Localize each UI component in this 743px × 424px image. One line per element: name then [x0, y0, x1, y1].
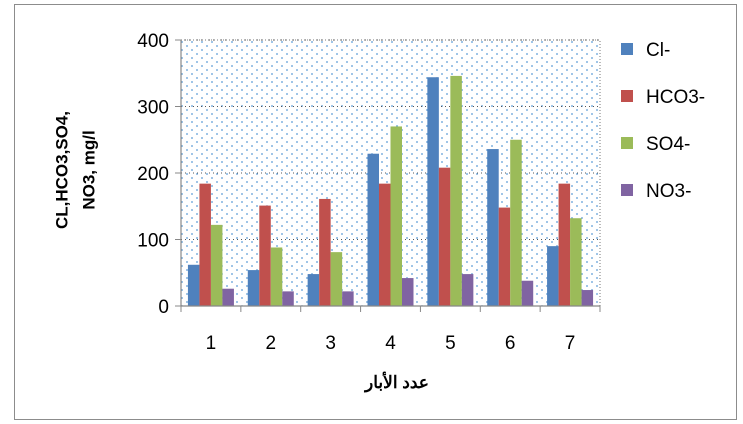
bar-cl-2 — [247, 270, 260, 306]
bar-cl-1 — [187, 264, 200, 306]
bar-no3-6 — [521, 280, 534, 306]
y-tick-label: 200 — [137, 164, 169, 185]
y-tick-label: 400 — [137, 31, 169, 52]
x-tick-label: 5 — [445, 333, 456, 354]
bar-no3-5 — [461, 274, 474, 306]
x-tick-label: 7 — [565, 333, 576, 354]
bar-no3-4 — [402, 278, 414, 306]
bar-so4-6 — [510, 139, 522, 306]
bar-so4-7 — [570, 218, 582, 306]
bar-so4-2 — [270, 247, 283, 306]
bar-hco3-5 — [438, 167, 451, 306]
x-tick-label: 4 — [385, 333, 396, 354]
x-tick-label: 2 — [265, 333, 276, 354]
legend-swatch — [621, 137, 633, 149]
x-tick-labels: 1 2 3 4 5 6 7 — [206, 333, 576, 354]
legend-label: NO3- — [646, 181, 691, 202]
y-axis-title: CL,HCO3,SO4, NO3, mg/l — [53, 111, 99, 229]
legend-label: Cl- — [646, 40, 670, 61]
bar-cl-7 — [547, 246, 559, 306]
bar-cl-5 — [427, 77, 439, 307]
bar-cl-4 — [367, 153, 379, 306]
bar-no3-2 — [282, 291, 294, 306]
y-axis-title-line: CL,HCO3,SO4, — [53, 111, 72, 229]
x-tick-label: 3 — [325, 333, 336, 354]
bar-so4-4 — [390, 126, 402, 306]
bar-hco3-6 — [498, 207, 511, 306]
y-tick-label: 300 — [137, 98, 169, 119]
bars — [187, 75, 594, 307]
legend-swatch — [621, 184, 633, 196]
axes — [175, 39, 601, 312]
bar-so4-1 — [210, 224, 223, 306]
bar-hco3-1 — [199, 183, 211, 306]
bar-so4-3 — [330, 252, 343, 306]
legend-swatch — [621, 90, 633, 102]
legend-label: SO4- — [646, 134, 690, 155]
y-tick-labels: 0 100 200 300 400 — [137, 31, 169, 318]
y-tick-label: 100 — [137, 231, 169, 252]
legend-swatch — [621, 43, 633, 55]
bar-no3-3 — [342, 291, 354, 306]
bar-hco3-7 — [558, 183, 571, 306]
bar-hco3-3 — [319, 198, 331, 306]
bar-hco3-4 — [379, 183, 391, 306]
bar-cl-6 — [487, 149, 499, 306]
y-axis-title-line: NO3, mg/l — [80, 130, 99, 209]
legend: Cl- HCO3- SO4- NO3- — [621, 40, 705, 202]
bar-hco3-2 — [259, 205, 271, 306]
x-axis-title: عدد الأبار — [363, 371, 429, 393]
bar-cl-3 — [307, 274, 320, 306]
y-tick-label: 0 — [158, 297, 169, 318]
x-tick-label: 1 — [206, 333, 217, 354]
x-tick-label: 6 — [505, 333, 516, 354]
bar-no3-1 — [222, 288, 234, 306]
legend-label: HCO3- — [646, 87, 705, 108]
bar-so4-5 — [450, 75, 462, 306]
bar-no3-7 — [581, 290, 594, 306]
